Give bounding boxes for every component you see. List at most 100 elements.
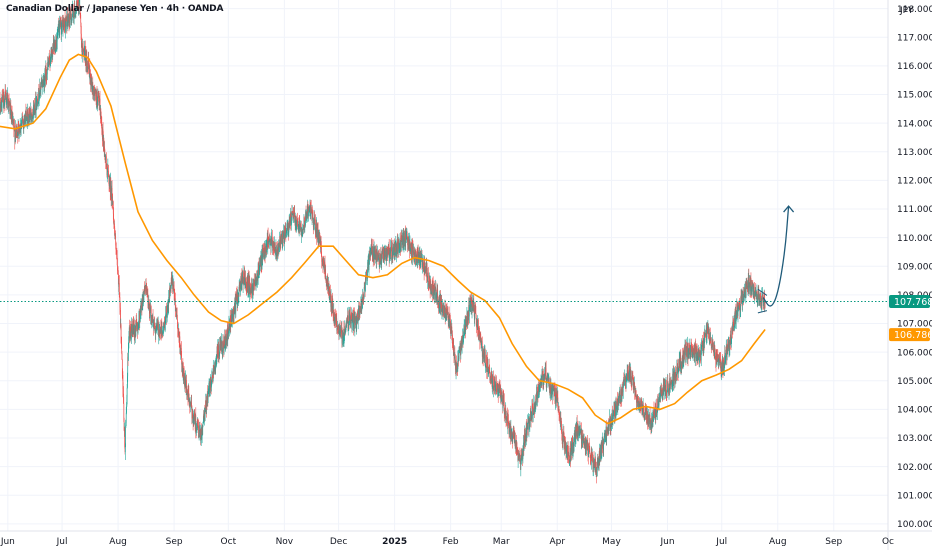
candle-body bbox=[317, 235, 318, 237]
candle-body bbox=[243, 271, 244, 278]
candle-body bbox=[416, 253, 418, 261]
candle-body bbox=[592, 468, 594, 469]
candle-body bbox=[72, 7, 74, 13]
candle-body bbox=[426, 267, 428, 277]
candle-body bbox=[193, 417, 195, 424]
candle-body bbox=[701, 345, 702, 348]
candle-body bbox=[176, 315, 178, 320]
candle-body bbox=[356, 320, 358, 331]
candle-body bbox=[687, 343, 688, 357]
candle-body bbox=[637, 397, 639, 405]
candle-body bbox=[439, 307, 440, 309]
candle-body bbox=[178, 330, 180, 338]
candle-body bbox=[659, 395, 661, 401]
candle-body bbox=[297, 220, 298, 228]
candle-body bbox=[198, 425, 199, 438]
candle-body bbox=[10, 105, 11, 116]
candle-body bbox=[368, 254, 370, 271]
candle-body bbox=[166, 314, 168, 319]
candle-body bbox=[371, 245, 373, 247]
candle-body bbox=[303, 216, 305, 223]
candle-body bbox=[338, 326, 339, 331]
candle-body bbox=[147, 293, 149, 302]
candle-body bbox=[504, 412, 506, 416]
candle-body bbox=[682, 355, 683, 357]
candle-body bbox=[270, 239, 272, 248]
candle-body bbox=[123, 403, 125, 421]
candle-body bbox=[309, 208, 311, 210]
candle-body bbox=[466, 313, 468, 319]
candle-body bbox=[582, 435, 584, 438]
candle-body bbox=[235, 299, 237, 312]
candle-body bbox=[36, 103, 38, 108]
candle-body bbox=[312, 217, 314, 220]
candle-body bbox=[62, 22, 64, 32]
candle-body bbox=[657, 398, 659, 408]
candle-body bbox=[114, 223, 115, 229]
candle-body bbox=[431, 284, 433, 286]
candle-body bbox=[282, 236, 284, 238]
candle-body bbox=[188, 393, 190, 400]
candle-body bbox=[303, 216, 305, 231]
candle-body bbox=[480, 333, 481, 335]
candle-body bbox=[516, 442, 518, 452]
candle-body bbox=[221, 351, 223, 353]
candle-body bbox=[191, 413, 193, 419]
candle-body bbox=[345, 331, 346, 333]
candle-body bbox=[723, 368, 725, 369]
candle-body bbox=[449, 318, 451, 326]
candle-body bbox=[267, 235, 269, 247]
candle-body bbox=[678, 367, 680, 372]
candle-body bbox=[697, 351, 699, 354]
candle-body bbox=[649, 420, 651, 425]
candle-body bbox=[715, 358, 717, 361]
candle-body bbox=[562, 431, 564, 444]
candle-body bbox=[742, 291, 744, 300]
candle-body bbox=[556, 392, 558, 400]
candle-body bbox=[133, 323, 134, 325]
candle-body bbox=[731, 327, 733, 331]
candle-body bbox=[584, 445, 586, 447]
candle-body bbox=[618, 400, 619, 403]
candle-body bbox=[569, 459, 571, 463]
candle-body bbox=[665, 392, 667, 396]
candle-body bbox=[735, 317, 737, 323]
candle-body bbox=[117, 270, 119, 272]
candle-body bbox=[685, 346, 687, 358]
candle-body bbox=[496, 383, 498, 395]
candle-body bbox=[286, 229, 288, 232]
candle-body bbox=[159, 330, 161, 333]
candle-body bbox=[143, 289, 145, 293]
candle-body bbox=[691, 348, 692, 351]
candle-body bbox=[312, 211, 314, 218]
candle-body bbox=[91, 76, 92, 86]
candle-body bbox=[221, 341, 223, 352]
candle-body bbox=[75, 12, 76, 16]
candle-body bbox=[354, 318, 356, 330]
candle-body bbox=[530, 415, 532, 420]
candle-body bbox=[49, 55, 50, 57]
candle-body bbox=[212, 375, 213, 376]
candle-body bbox=[344, 330, 346, 333]
candle-body bbox=[366, 274, 368, 277]
candle-body bbox=[129, 327, 131, 340]
candle-body bbox=[50, 51, 52, 59]
candle-body bbox=[292, 211, 293, 214]
candle-body bbox=[136, 320, 137, 324]
candle-body bbox=[643, 412, 645, 419]
candle-body bbox=[606, 435, 608, 441]
candle-body bbox=[545, 368, 547, 381]
candle-body bbox=[122, 389, 124, 394]
candle-body bbox=[196, 428, 197, 432]
candle-body bbox=[629, 370, 631, 381]
candle-body bbox=[390, 247, 392, 254]
candle-body bbox=[208, 389, 209, 393]
candle-body bbox=[577, 432, 578, 437]
candle-body bbox=[101, 123, 102, 125]
candle-body bbox=[559, 416, 561, 424]
candle-body bbox=[499, 382, 501, 388]
candle-body bbox=[127, 376, 128, 388]
candle-body bbox=[534, 401, 536, 409]
candle-body bbox=[455, 360, 456, 370]
